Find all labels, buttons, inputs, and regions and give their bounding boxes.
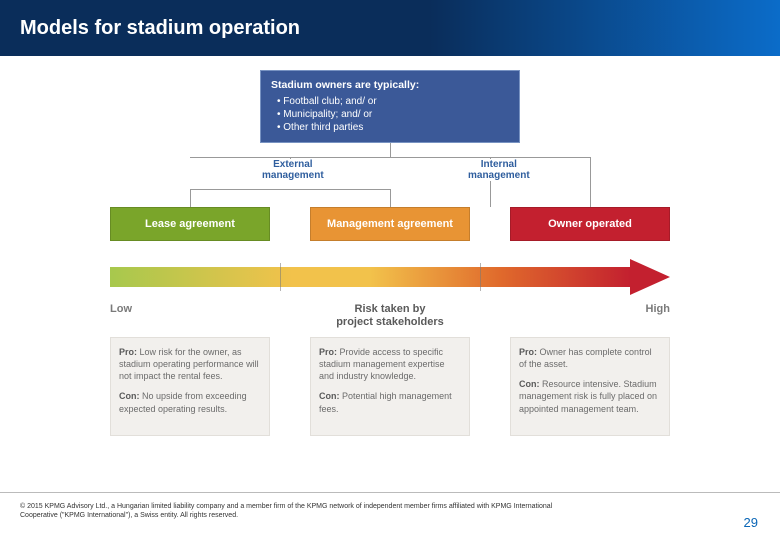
model-mgmt-agreement: Management agreement bbox=[310, 207, 470, 241]
proscons-row: Pro: Low risk for the owner, as stadium … bbox=[110, 337, 670, 436]
connectors: External management Internal management bbox=[110, 143, 670, 207]
page-number: 29 bbox=[744, 515, 758, 530]
external-mgmt-label: External management bbox=[260, 159, 326, 181]
pro-text: Provide access to specific stadium manag… bbox=[319, 347, 445, 381]
risk-center-2: project stakeholders bbox=[336, 316, 444, 329]
slide-footer: © 2015 KPMG Advisory Ltd., a Hungarian l… bbox=[0, 492, 780, 540]
proscons-owner: Pro: Owner has complete control of the a… bbox=[510, 337, 670, 436]
proscons-mgmt: Pro: Provide access to specific stadium … bbox=[310, 337, 470, 436]
risk-high-label: High bbox=[646, 303, 670, 315]
owners-title: Stadium owners are typically: bbox=[271, 79, 509, 91]
owners-item: Municipality; and/ or bbox=[277, 108, 509, 121]
slide-content: Stadium owners are typically: Football c… bbox=[0, 56, 780, 492]
models-row: Lease agreement Management agreement Own… bbox=[110, 207, 670, 241]
risk-labels: Low Risk taken by project stakeholders H… bbox=[110, 303, 670, 315]
pro-text: Low risk for the owner, as stadium opera… bbox=[119, 347, 259, 381]
model-lease: Lease agreement bbox=[110, 207, 270, 241]
slide-header: Models for stadium operation bbox=[0, 0, 780, 56]
risk-arrow bbox=[110, 259, 670, 299]
pro-text: Owner has complete control of the asset. bbox=[519, 347, 652, 369]
slide-title: Models for stadium operation bbox=[20, 17, 300, 40]
owners-box: Stadium owners are typically: Football c… bbox=[260, 70, 520, 143]
copyright: © 2015 KPMG Advisory Ltd., a Hungarian l… bbox=[20, 503, 570, 521]
owners-item: Football club; and/ or bbox=[277, 95, 509, 108]
owners-item: Other third parties bbox=[277, 121, 509, 134]
con-text: Resource intensive. Stadium management r… bbox=[519, 379, 657, 413]
risk-center-1: Risk taken by bbox=[336, 303, 444, 316]
model-owner-operated: Owner operated bbox=[510, 207, 670, 241]
risk-low-label: Low bbox=[110, 303, 132, 315]
internal-mgmt-label: Internal management bbox=[466, 159, 532, 181]
proscons-lease: Pro: Low risk for the owner, as stadium … bbox=[110, 337, 270, 436]
